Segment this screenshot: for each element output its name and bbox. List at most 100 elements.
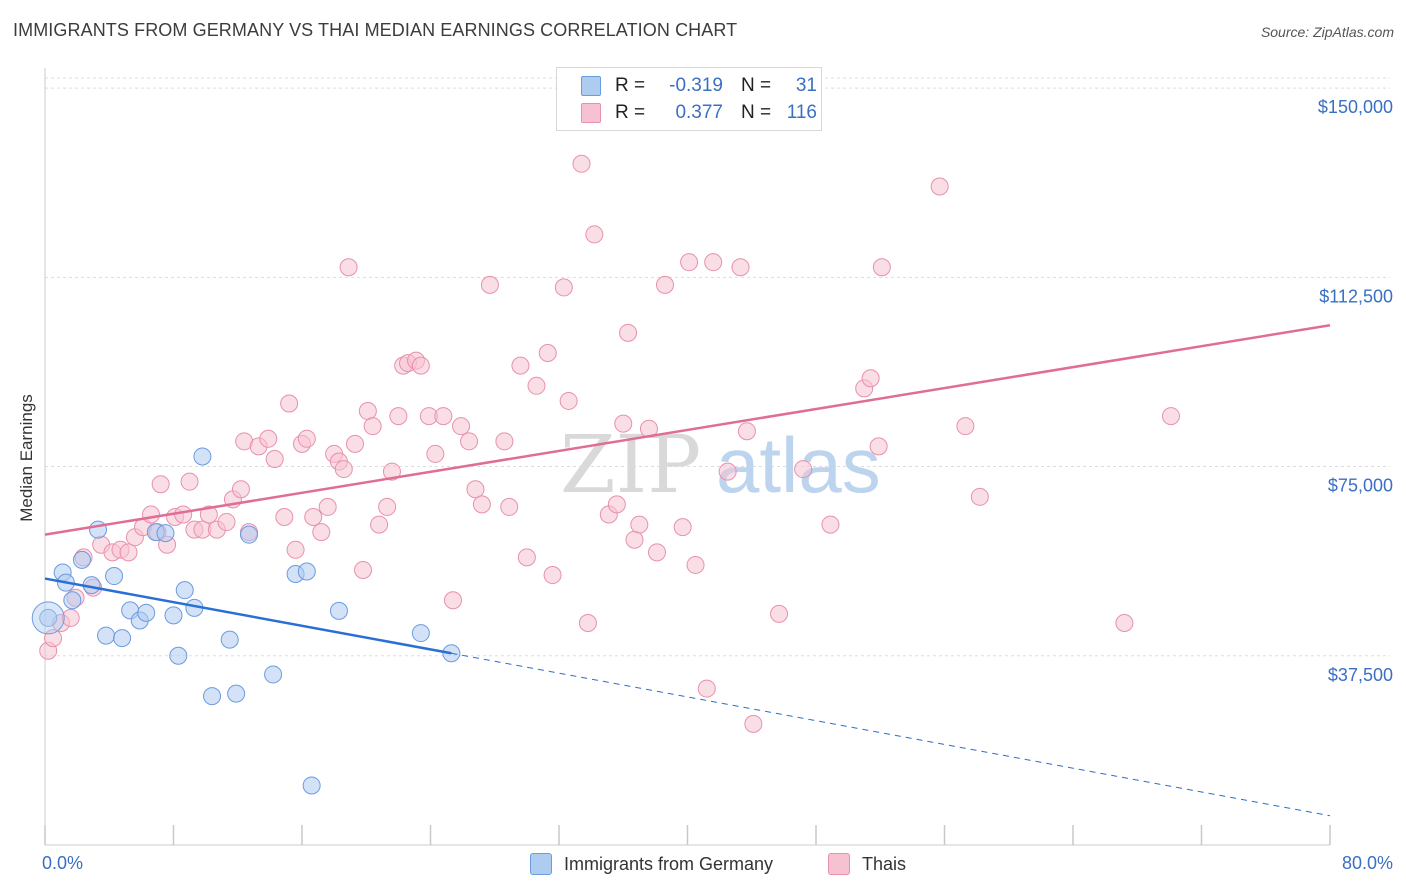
thai-point <box>304 508 323 527</box>
thai-point <box>619 323 638 342</box>
thai-point <box>821 515 840 534</box>
germany-point <box>297 562 316 581</box>
thai-point <box>495 432 514 451</box>
germany-point <box>302 776 321 795</box>
thai-point <box>500 497 519 516</box>
thai-point <box>142 505 161 524</box>
thai-point <box>744 714 763 733</box>
thai-point <box>174 505 193 524</box>
germany-point <box>63 591 82 610</box>
thai-point <box>389 407 408 426</box>
germany-point <box>164 606 183 625</box>
thai-point <box>363 417 382 436</box>
thai-trend-line <box>44 324 1331 536</box>
thai-point <box>452 417 471 436</box>
thai-point <box>614 414 633 433</box>
thai-point <box>673 518 692 537</box>
y-tick-label: $37,500 <box>1328 665 1393 685</box>
germany-point <box>39 608 58 627</box>
germany-point <box>137 603 156 622</box>
thai-point <box>527 376 546 395</box>
n-value: 31 <box>795 75 817 96</box>
n-label: N = <box>741 75 772 96</box>
germany-point <box>89 520 108 539</box>
thai-point <box>630 515 649 534</box>
thai-point <box>480 275 499 294</box>
thai-point <box>607 495 626 514</box>
tick-labels: $37,500 $75,000 $112,500 $150,000 0.0% 80.0% <box>42 97 1393 873</box>
thai-point <box>737 422 756 441</box>
germany-point <box>113 629 132 648</box>
thai-point <box>770 604 789 623</box>
chart-title: IMMIGRANTS FROM GERMANY VS THAI MEDIAN E… <box>13 20 738 40</box>
thai-point <box>339 258 358 277</box>
thai-point <box>538 344 557 363</box>
thai-legend-label: Thais <box>862 853 907 874</box>
thai-point <box>872 258 891 277</box>
legend-row-germany: R = -0.319 N = 31 <box>581 74 817 98</box>
r-value: 0.377 <box>675 102 723 123</box>
thai-point <box>358 402 377 421</box>
correlation-legend: R = -0.319 N = 31 R = 0.377 N = 116 <box>556 67 822 131</box>
germany-trend-extension <box>451 652 1331 817</box>
x-tick-label-max: 80.0% <box>1342 853 1393 873</box>
thai-point <box>970 487 989 506</box>
thai-point <box>434 407 453 426</box>
thai-point <box>382 462 401 481</box>
germany-legend-swatch <box>530 853 552 875</box>
r-value: -0.319 <box>669 75 723 96</box>
thai-point <box>231 480 250 499</box>
germany-trend-line <box>44 577 452 655</box>
germany-point <box>156 524 175 543</box>
germany-point <box>203 687 222 706</box>
thai-point <box>956 417 975 436</box>
thai-point <box>704 253 723 272</box>
thai-point <box>578 613 597 632</box>
germany-point <box>97 626 116 645</box>
r-label: R = <box>615 75 646 96</box>
thai-point <box>559 391 578 410</box>
y-tick-label: $75,000 <box>1328 476 1393 496</box>
thai-point <box>460 432 479 451</box>
source-credit: Source: ZipAtlas.com <box>1260 24 1394 40</box>
thai-point <box>334 460 353 479</box>
thai-point <box>572 154 591 173</box>
thai-point <box>869 437 888 456</box>
thai-point <box>275 508 294 527</box>
thai-point <box>930 177 949 196</box>
thai-point <box>346 434 365 453</box>
germany-point <box>411 624 430 643</box>
thai-point <box>511 356 530 375</box>
thai-legend-swatch <box>828 853 850 875</box>
germany-point <box>220 630 239 649</box>
thai-point <box>517 548 536 567</box>
thai-point <box>265 449 284 468</box>
watermark-zip: ZIP <box>560 418 701 511</box>
germany-point <box>175 581 194 600</box>
thai-point <box>217 513 236 532</box>
y-tick-label: $112,500 <box>1319 286 1393 306</box>
watermark: ZIP atlas <box>560 418 881 511</box>
thai-point <box>280 394 299 413</box>
thai-point <box>472 495 491 514</box>
germany-point <box>193 447 212 466</box>
thai-point <box>543 566 562 585</box>
germany-point <box>264 665 283 684</box>
thai-point <box>411 356 430 375</box>
thai-point <box>554 278 573 297</box>
thai-point <box>378 497 397 516</box>
x-tick-label-min: 0.0% <box>42 853 83 873</box>
thai-point <box>680 253 699 272</box>
n-value: 116 <box>786 102 817 123</box>
thai-point <box>426 444 445 463</box>
legend-row-thai: R = 0.377 N = 116 <box>581 101 817 125</box>
n-label: N = <box>741 102 772 123</box>
germany-point <box>72 550 91 569</box>
thai-point <box>286 540 305 559</box>
germany-swatch <box>581 76 601 96</box>
axes <box>44 68 1331 846</box>
thai-point <box>199 505 218 524</box>
germany-point <box>227 684 246 703</box>
thai-point <box>151 475 170 494</box>
